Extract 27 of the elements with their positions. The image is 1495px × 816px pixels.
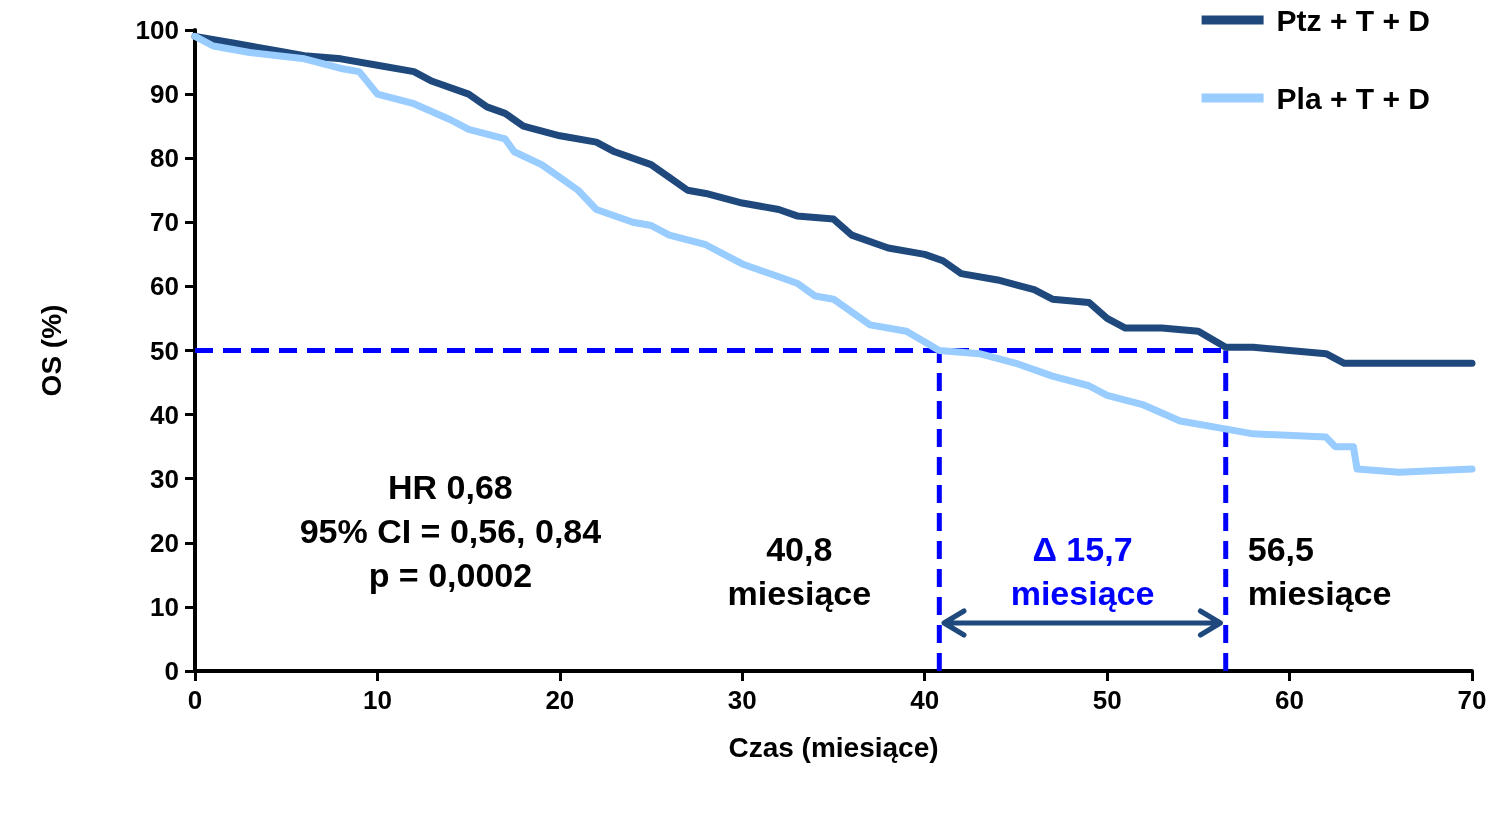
legend-label: Ptz + T + D [1276,3,1430,37]
y-tick-label: 50 [150,335,179,366]
annotation: Δ 15,7 miesiące [1010,529,1155,612]
ref-line-label: 40,8 miesiące [727,529,872,612]
legend-label: Pla + T + D [1276,81,1431,115]
x-tick-label: 60 [1275,685,1305,715]
y-tick-label: 40 [150,399,179,430]
x-tick-label: 70 [1457,685,1487,715]
y-axis-title: OS (%) [35,304,67,397]
y-tick-label: 90 [150,79,179,110]
x-tick-label: 20 [545,685,575,715]
x-tick-label: 40 [910,685,940,715]
x-tick-label: 30 [727,685,757,715]
y-tick-label: 20 [150,527,179,558]
x-tick-label: 50 [1092,685,1122,715]
y-tick-label: 70 [150,207,179,238]
y-tick-label: 30 [150,463,179,494]
y-tick-label: 0 [164,656,179,686]
y-tick-label: 60 [150,271,179,302]
annotation: HR 0,68 95% CI = 0,56, 0,84 p = 0,0002 [299,467,602,594]
x-tick-label: 0 [187,685,203,715]
x-tick-label: 10 [362,685,392,715]
y-tick-label: 80 [150,143,179,174]
ref-line-label: 56,5 miesiące [1247,529,1392,612]
y-tick-label: 10 [150,591,179,622]
y-tick-label: 100 [135,15,179,45]
x-axis-title: Czas (miesiące) [728,731,939,763]
